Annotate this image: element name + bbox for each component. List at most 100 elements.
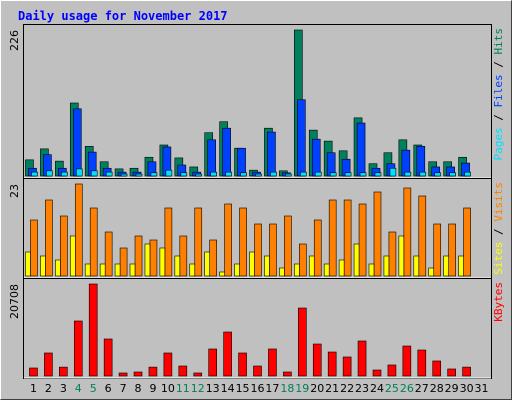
x-tick-label: 10 bbox=[161, 382, 175, 395]
bar bbox=[46, 170, 53, 177]
y-tick-label: 23 bbox=[8, 184, 21, 198]
bar bbox=[270, 171, 277, 177]
bar bbox=[134, 235, 143, 277]
bar bbox=[284, 215, 292, 277]
bar bbox=[264, 255, 270, 277]
x-tick-label: 30 bbox=[460, 382, 474, 395]
bar bbox=[208, 348, 217, 377]
bar bbox=[45, 199, 53, 277]
bar bbox=[30, 219, 38, 277]
bar bbox=[279, 267, 285, 277]
legend-entry: Pages bbox=[492, 127, 505, 160]
legend: Pages / Files / Hits bbox=[492, 28, 505, 161]
bar bbox=[285, 173, 292, 177]
x-tick-label: 22 bbox=[340, 382, 354, 395]
bar bbox=[179, 235, 188, 277]
x-tick-label: 27 bbox=[415, 382, 429, 395]
x-tick-label: 13 bbox=[206, 382, 220, 395]
bar bbox=[194, 207, 203, 277]
bar bbox=[89, 207, 98, 277]
bar bbox=[174, 255, 181, 277]
bar bbox=[88, 283, 98, 377]
legend-entry: Sites bbox=[492, 242, 505, 275]
bar bbox=[73, 320, 83, 377]
bar bbox=[237, 147, 246, 177]
bar bbox=[311, 138, 321, 177]
bar bbox=[300, 171, 307, 177]
x-tick-label: 16 bbox=[251, 382, 265, 395]
bar bbox=[267, 131, 276, 177]
bar bbox=[413, 255, 420, 277]
bar bbox=[114, 263, 121, 277]
bar bbox=[449, 172, 456, 177]
legend-separator: / bbox=[492, 55, 505, 75]
bar bbox=[165, 169, 173, 177]
bar bbox=[254, 223, 262, 277]
y-tick-label: 226 bbox=[8, 30, 21, 51]
bar bbox=[388, 231, 397, 277]
x-tick-label: 11 bbox=[176, 382, 190, 395]
bar bbox=[178, 365, 188, 377]
bar bbox=[209, 239, 217, 277]
bar bbox=[193, 372, 203, 377]
x-tick-label: 21 bbox=[325, 382, 339, 395]
bar bbox=[323, 263, 330, 277]
bar bbox=[383, 255, 390, 277]
bar bbox=[223, 331, 232, 377]
x-tick-label: 18 bbox=[280, 382, 294, 395]
bar bbox=[308, 255, 315, 277]
y-tick-label: 20708 bbox=[8, 284, 21, 319]
chart-title: Daily usage for November 2017 bbox=[18, 9, 228, 23]
x-tick-label: 12 bbox=[191, 382, 205, 395]
bar bbox=[249, 251, 255, 277]
bar bbox=[373, 191, 382, 277]
bar bbox=[314, 171, 322, 177]
x-tick-label: 31 bbox=[475, 382, 489, 395]
bar bbox=[210, 171, 217, 177]
bar bbox=[224, 203, 232, 277]
bar bbox=[133, 371, 143, 377]
bar bbox=[180, 172, 188, 177]
bar bbox=[119, 247, 128, 277]
bar bbox=[99, 263, 106, 277]
bar bbox=[359, 172, 367, 177]
legend-separator: / bbox=[492, 222, 505, 242]
bar bbox=[419, 171, 427, 177]
bar bbox=[225, 171, 232, 177]
bar bbox=[368, 263, 375, 277]
bar bbox=[25, 251, 31, 277]
bar bbox=[313, 219, 322, 277]
bar bbox=[338, 259, 345, 277]
x-tick-label: 23 bbox=[355, 382, 369, 395]
bar bbox=[358, 203, 367, 277]
x-tick-label: 20 bbox=[310, 382, 324, 395]
bar bbox=[207, 139, 216, 177]
bar bbox=[135, 173, 143, 177]
bar bbox=[75, 168, 83, 177]
legend-entry: Hits bbox=[492, 28, 505, 55]
bar bbox=[342, 356, 352, 377]
bar bbox=[238, 352, 247, 377]
x-tick-label: 7 bbox=[120, 382, 127, 395]
bar bbox=[283, 371, 292, 377]
bar bbox=[447, 368, 456, 377]
bar bbox=[299, 243, 307, 277]
legend-entry: KBytes bbox=[492, 282, 505, 322]
bar bbox=[159, 247, 166, 277]
bar bbox=[239, 207, 247, 277]
bar bbox=[74, 183, 83, 277]
bar bbox=[329, 172, 337, 177]
bar bbox=[118, 372, 128, 377]
bar bbox=[29, 367, 38, 377]
legend-entry: Files bbox=[492, 74, 505, 107]
bar bbox=[269, 223, 277, 277]
x-tick-label: 28 bbox=[430, 382, 444, 395]
bar bbox=[144, 243, 151, 277]
bar bbox=[443, 255, 449, 277]
bar bbox=[372, 369, 382, 377]
bar bbox=[418, 195, 427, 277]
bar bbox=[164, 207, 173, 277]
bar bbox=[104, 231, 113, 277]
bar bbox=[84, 263, 91, 277]
